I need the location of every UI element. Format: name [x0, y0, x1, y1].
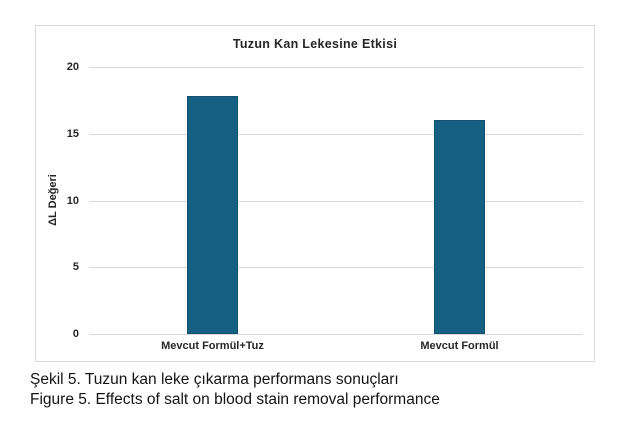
chart-title: Tuzun Kan Lekesine Etkisi	[232, 37, 398, 51]
figure-caption: Şekil 5. Tuzun kan leke çıkarma performa…	[30, 370, 440, 410]
gridline-y-15	[89, 133, 583, 135]
bar-2	[434, 120, 485, 334]
y-tick-label-5: 5	[72, 261, 79, 274]
y-tick-label-20: 20	[66, 61, 79, 73]
bar-1	[187, 96, 238, 334]
x-category-label-2: Mevcut Formül	[420, 340, 499, 352]
gridline-y-20	[89, 67, 583, 68]
y-tick-label-10: 10	[66, 194, 79, 207]
caption-line-turkish: Şekil 5. Tuzun kan leke çıkarma performa…	[30, 371, 399, 388]
y-tick-label-0: 0	[72, 328, 79, 340]
gridline-y-10	[89, 200, 583, 202]
bar-chart-panel: Tuzun Kan Lekesine Etkisi ΔL Değeri 0 5 10…	[35, 25, 595, 362]
caption-line-english: Figure 5. Effects of salt on blood stain…	[30, 391, 440, 408]
y-tick-label-15: 15	[66, 127, 79, 140]
gridline-y-5	[89, 267, 583, 269]
gridline-y-0	[89, 334, 583, 335]
x-category-label-1: Mevcut Formül+Tuz	[161, 340, 264, 352]
